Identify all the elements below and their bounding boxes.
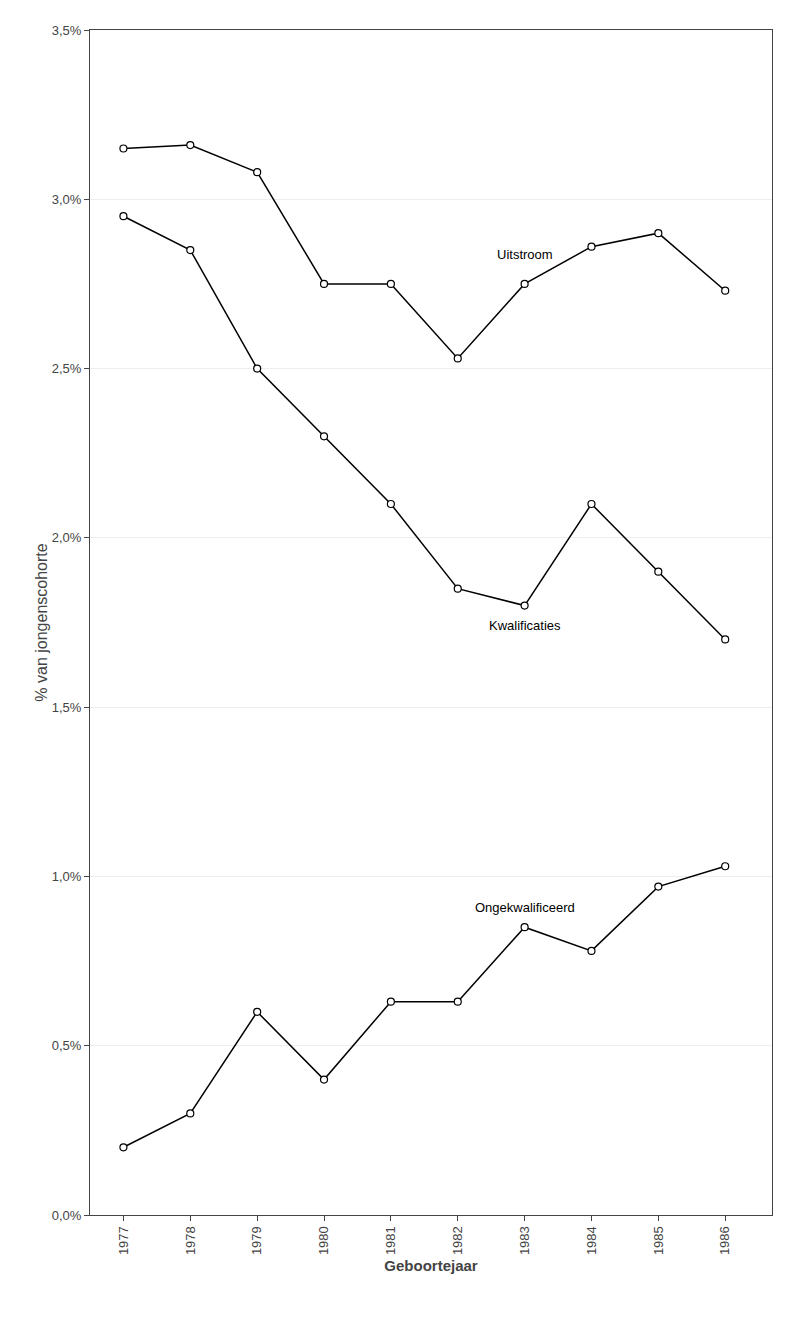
svg-text:3,0%: 3,0% [52,192,82,207]
svg-text:Uitstroom: Uitstroom [497,247,553,262]
svg-text:Kwalificaties: Kwalificaties [489,618,561,633]
svg-text:Ongekwalificeerd: Ongekwalificeerd [475,900,575,915]
svg-text:1980: 1980 [316,1226,331,1255]
svg-text:1,0%: 1,0% [52,869,82,884]
svg-text:1981: 1981 [383,1226,398,1255]
svg-text:0,5%: 0,5% [52,1038,82,1053]
svg-text:3,5%: 3,5% [52,23,82,38]
svg-text:1986: 1986 [717,1226,732,1255]
svg-text:1978: 1978 [183,1226,198,1255]
svg-text:0,0%: 0,0% [52,1208,82,1223]
svg-text:1984: 1984 [584,1226,599,1255]
svg-text:Geboortejaar: Geboortejaar [384,1257,478,1274]
svg-text:1985: 1985 [651,1226,666,1255]
svg-text:1983: 1983 [517,1226,532,1255]
svg-text:1982: 1982 [450,1226,465,1255]
svg-text:1979: 1979 [249,1226,264,1255]
svg-text:2,5%: 2,5% [52,361,82,376]
svg-text:1977: 1977 [116,1226,131,1255]
svg-text:% van jongenscohorte: % van jongenscohorte [33,543,50,701]
svg-text:2,0%: 2,0% [52,530,82,545]
svg-text:1,5%: 1,5% [52,700,82,715]
